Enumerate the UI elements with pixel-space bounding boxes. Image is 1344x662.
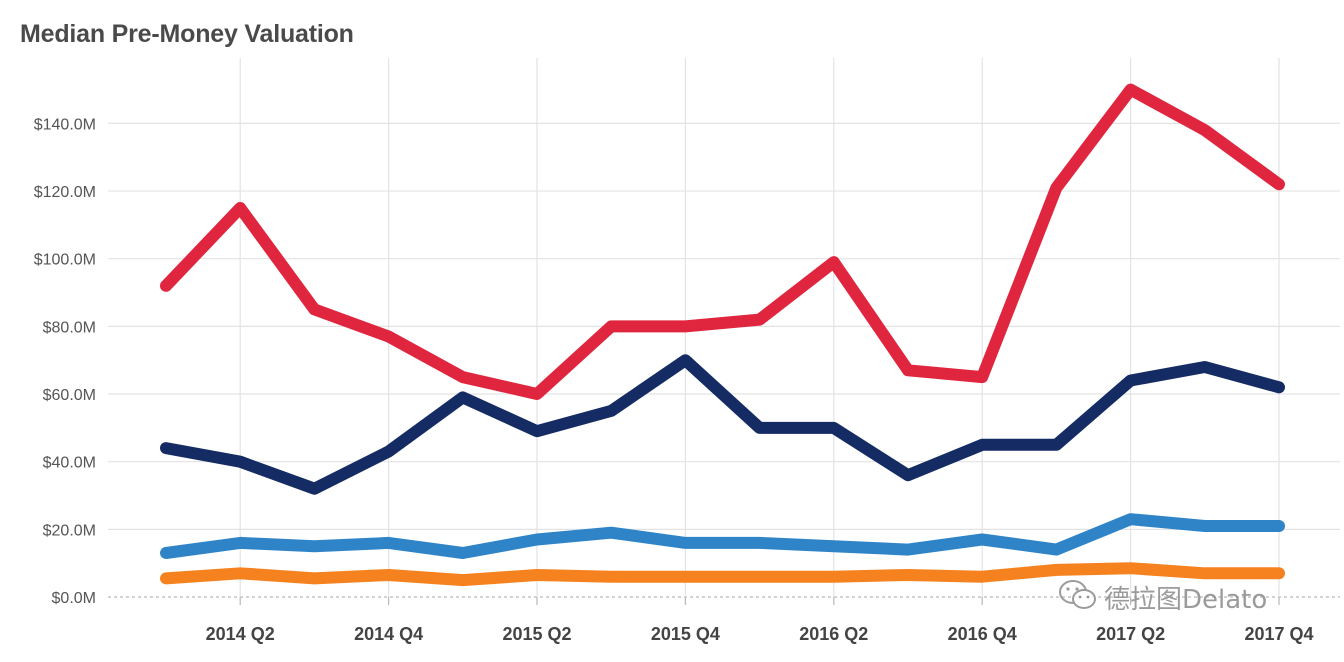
x-tick-label: 2014 Q4 (354, 624, 423, 644)
wechat-icon (1058, 578, 1098, 617)
chart-title: Median Pre-Money Valuation (20, 20, 354, 48)
x-axis-ticks: 2014 Q2 2014 Q4 2015 Q2 2015 Q4 2016 Q2 2016 … (206, 624, 1314, 644)
x-tick-label: 2017 Q4 (1244, 624, 1313, 644)
watermark: 德拉图Delato (1058, 578, 1267, 617)
series-layer (160, 83, 1285, 587)
series-line (160, 562, 1285, 587)
series-line (160, 513, 1285, 559)
x-tick-label: 2016 Q4 (948, 624, 1017, 644)
grid-layer (108, 58, 1340, 605)
y-tick-label: $40.0M (43, 455, 96, 472)
series-line (160, 354, 1285, 495)
y-tick-label: $0.0M (52, 590, 96, 607)
x-tick-label: 2016 Q2 (799, 624, 868, 644)
y-tick-label: $20.0M (43, 522, 96, 539)
y-axis-ticks: $0.0M $20.0M $40.0M $60.0M $80.0M $100.0M $120… (34, 116, 96, 607)
y-tick-label: $100.0M (34, 252, 96, 269)
series-line (160, 83, 1285, 400)
y-tick-label: $60.0M (43, 387, 96, 404)
x-tick-label: 2015 Q2 (502, 624, 571, 644)
watermark-text: 德拉图Delato (1104, 585, 1268, 615)
y-tick-label: $120.0M (34, 184, 96, 201)
y-tick-label: $80.0M (43, 319, 96, 336)
x-tick-label: 2017 Q2 (1096, 624, 1165, 644)
y-tick-label: $140.0M (34, 116, 96, 133)
x-tick-label: 2015 Q4 (651, 624, 720, 644)
x-tick-label: 2014 Q2 (206, 624, 275, 644)
